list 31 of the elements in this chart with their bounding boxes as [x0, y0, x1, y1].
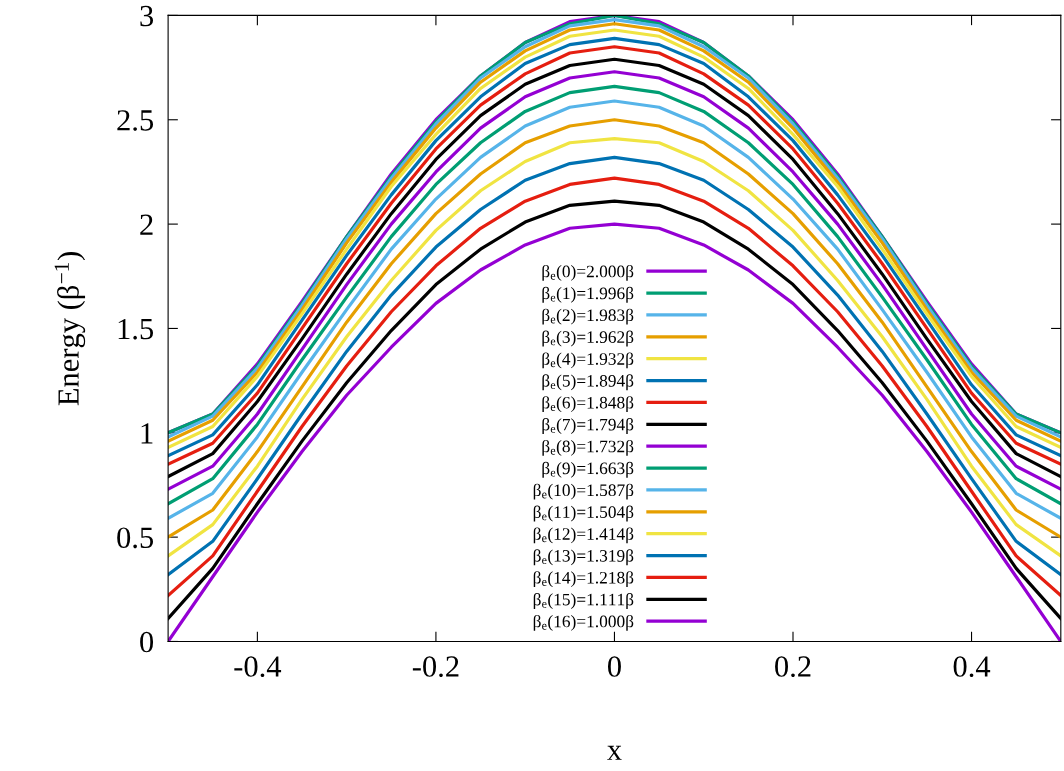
y-tick-label: 1.5: [118, 318, 154, 340]
legend-label: β$_{e}$(1)=1.996β: [542, 286, 634, 303]
x-tick-label: 0.2: [775, 656, 811, 677]
x-tick-label: -0.4: [234, 656, 282, 677]
y-tick-label: 2.5: [117, 110, 154, 131]
legend-label: β$_{e}$(16)=1.000β: [533, 614, 634, 631]
legend-label: β$_{e}$(13)=1.319β: [533, 549, 634, 566]
y-axis-title: Energy (β$^{−1}$): [54, 252, 86, 406]
x-axis-title: x: [607, 745, 622, 760]
legend-label: β$_{e}$(9)=1.663β: [542, 461, 634, 478]
legend-label: β$_{e}$(0)=2.000β: [542, 264, 634, 281]
y-tick-label: 1: [141, 423, 153, 444]
legend-label: β$_{e}$(5)=1.894β: [542, 374, 634, 391]
legend-label: β$_{e}$(4)=1.932β: [542, 352, 634, 369]
legend-label: β$_{e}$(10)=1.587β: [533, 483, 634, 500]
legend-label: β$_{e}$(7)=1.794β: [542, 418, 634, 434]
legend-label: β$_{e}$(2)=1.983β: [542, 308, 634, 325]
x-tick-label: -0.2: [412, 656, 459, 677]
legend-label: β$_{e}$(8)=1.732β: [542, 439, 634, 456]
legend-label: β$_{e}$(12)=1.414β: [533, 527, 634, 544]
legend-label: β$_{e}$(6)=1.848β: [542, 396, 634, 413]
x-tick-label: 0: [607, 656, 621, 677]
legend-label: β$_{e}$(15)=1.111β: [533, 593, 634, 609]
x-tick-label: 0.4: [953, 656, 991, 677]
legend-label: β$_{e}$(11)=1.504β: [533, 505, 634, 522]
y-tick-label: 2: [140, 214, 153, 235]
y-tick-label: 0.5: [117, 527, 154, 549]
legend-label: β$_{e}$(14)=1.218β: [533, 571, 634, 588]
y-tick-label: 3: [140, 5, 154, 27]
legend-label: β$_{e}$(3)=1.962β: [542, 330, 634, 347]
y-tick-label: 0: [140, 631, 154, 653]
